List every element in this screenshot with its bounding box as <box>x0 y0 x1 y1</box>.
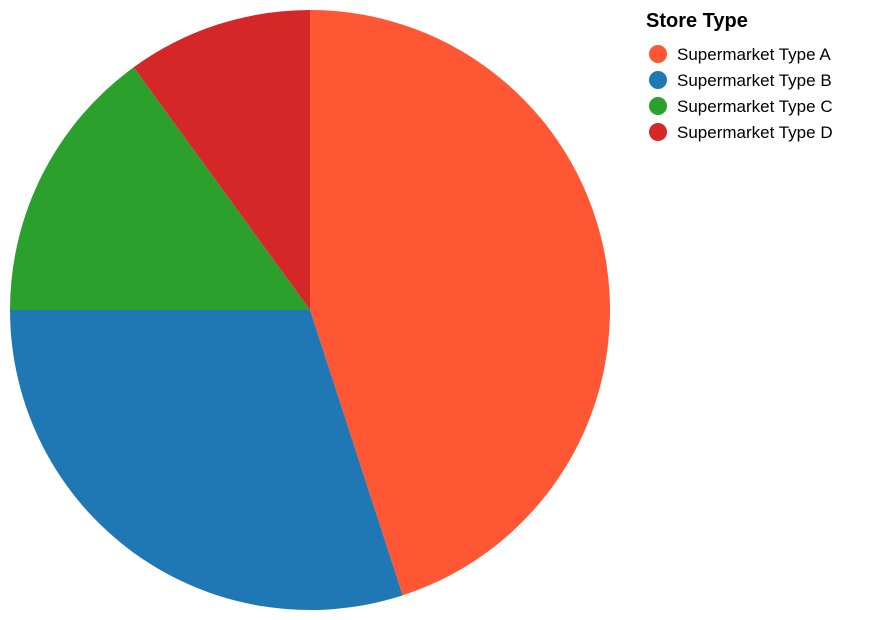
pie-slice-supermarket-type-d <box>133 10 310 310</box>
legend-items: Supermarket Type A Supermarket Type B Supe… <box>649 45 833 142</box>
legend-label-3: Supermarket Type C <box>677 97 833 116</box>
pie-slice-supermarket-type-b <box>10 310 403 611</box>
legend-swatch-1 <box>649 45 667 63</box>
legend-swatch-3 <box>649 97 667 115</box>
pie-slice-supermarket-type-c <box>10 67 310 311</box>
legend-label-4: Supermarket Type D <box>677 123 833 142</box>
legend-label-2: Supermarket Type B <box>677 71 832 90</box>
legend-label-1: Supermarket Type A <box>677 45 831 64</box>
pie-slice-supermarket-type-a <box>310 10 611 596</box>
pie-slices <box>10 10 611 611</box>
legend-title: Store Type <box>646 10 748 32</box>
legend: Store Type Supermarket Type ASupermarket… <box>646 10 833 142</box>
legend-swatch-4 <box>649 123 667 141</box>
legend-swatch-2 <box>649 71 667 89</box>
